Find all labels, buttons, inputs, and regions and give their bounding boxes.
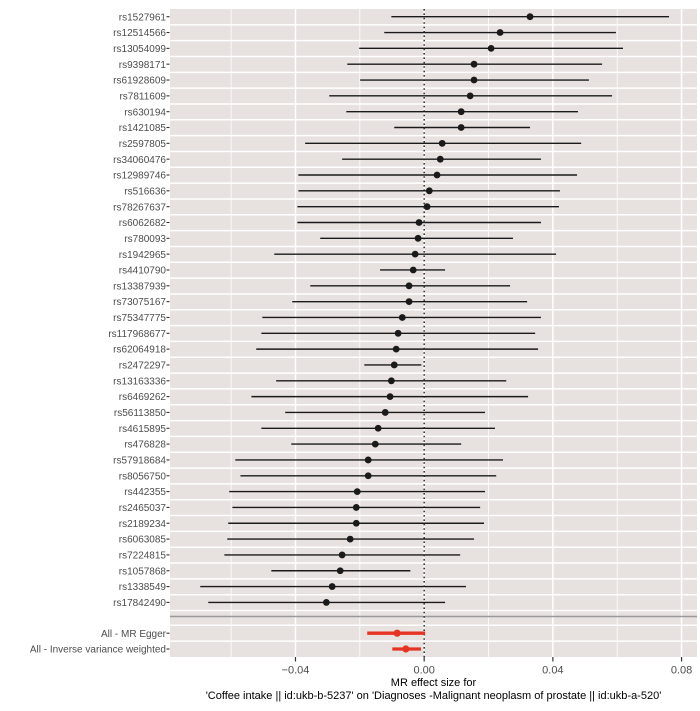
snp-label: rs75347775 (113, 313, 166, 324)
snp-label: rs2597805 (119, 139, 167, 150)
snp-label: rs1338549 (119, 582, 167, 593)
snp-label: rs1527961 (119, 12, 167, 23)
snp-label: rs117968677 (108, 329, 166, 340)
summary-point-estimate-dot (402, 645, 410, 653)
x-axis-title-line2: 'Coffee intake || id:ukb-b-5237' on 'Dia… (205, 690, 662, 702)
point-estimate-dot (346, 535, 354, 543)
point-estimate-dot (352, 504, 360, 511)
point-estimate-dot (364, 456, 372, 464)
point-estimate-dot (457, 124, 465, 131)
point-estimate-dot (433, 171, 441, 179)
point-estimate-dot (392, 345, 400, 353)
point-estimate-dot (336, 567, 344, 575)
snp-label: rs9398171 (119, 60, 167, 71)
snp-label: rs6062682 (119, 218, 167, 229)
x-axis-tick-label: 0.08 (671, 665, 692, 677)
snp-label: rs17842490 (113, 598, 166, 609)
snp-label: rs6469262 (119, 392, 167, 403)
point-estimate-dot (470, 60, 478, 68)
point-estimate-dot (414, 234, 422, 242)
point-estimate-dot (436, 155, 444, 163)
x-axis-title-line1: MR effect size for (390, 677, 477, 689)
point-estimate-dot (371, 440, 379, 448)
snp-label: rs78267637 (113, 202, 166, 213)
snp-label: rs1421085 (119, 123, 167, 134)
snp-label: rs4615895 (119, 424, 167, 435)
snp-label: rs62064918 (113, 345, 166, 356)
point-estimate-dot (496, 29, 504, 36)
snp-label: rs4410790 (119, 266, 167, 277)
point-estimate-dot (353, 488, 361, 495)
point-estimate-dot (352, 519, 360, 527)
point-estimate-dot (438, 139, 446, 147)
point-estimate-dot (390, 361, 398, 369)
snp-label: rs8056750 (119, 471, 167, 482)
snp-label: rs34060476 (113, 155, 166, 166)
snp-label: rs476828 (124, 440, 166, 451)
x-axis-tick-label: −0.04 (282, 665, 310, 677)
point-estimate-dot (405, 298, 413, 306)
summary-label: All - MR Egger (101, 629, 167, 640)
snp-label: rs780093 (124, 234, 166, 245)
point-estimate-dot (386, 393, 394, 401)
point-estimate-dot (466, 92, 474, 100)
point-estimate-dot (338, 551, 346, 559)
point-estimate-dot (387, 377, 395, 385)
snp-label: rs12514566 (113, 28, 166, 39)
snp-label: rs7811609 (119, 91, 166, 102)
summary-label: All - Inverse variance weighted (30, 645, 166, 656)
point-estimate-dot (405, 282, 413, 290)
x-axis-tick-label: 0.04 (542, 665, 563, 677)
point-estimate-dot (423, 203, 431, 211)
snp-label: rs13163336 (113, 376, 166, 387)
snp-label: rs1057868 (119, 566, 167, 577)
snp-label: rs12989746 (113, 171, 166, 182)
snp-label: rs13054099 (113, 44, 166, 55)
point-estimate-dot (394, 329, 402, 337)
snp-label: rs2465037 (119, 503, 167, 514)
point-estimate-dot (415, 219, 423, 226)
snp-label: rs2189234 (119, 519, 167, 530)
point-estimate-dot (526, 13, 534, 21)
point-estimate-dot (328, 583, 336, 590)
point-estimate-dot (487, 44, 495, 52)
point-estimate-dot (457, 108, 465, 116)
point-estimate-dot (425, 187, 433, 195)
point-estimate-dot (381, 409, 389, 416)
snp-label: rs516636 (124, 186, 166, 197)
snp-label: rs6063085 (119, 535, 167, 546)
x-axis-tick-label: 0.00 (413, 665, 434, 677)
point-estimate-dot (411, 250, 419, 258)
snp-label: rs73075167 (113, 297, 166, 308)
snp-label: rs7224815 (119, 551, 167, 562)
point-estimate-dot (470, 76, 478, 84)
snp-label: rs630194 (124, 107, 166, 118)
snp-label: rs61928609 (113, 76, 166, 87)
point-estimate-dot (409, 266, 417, 274)
point-estimate-dot (398, 314, 406, 321)
summary-point-estimate-dot (393, 629, 401, 637)
snp-label: rs1942965 (119, 250, 167, 261)
snp-label: rs56113850 (114, 408, 167, 419)
point-estimate-dot (364, 472, 372, 480)
point-estimate-dot (322, 599, 330, 606)
snp-label: rs442355 (124, 487, 166, 498)
snp-label: rs57918684 (113, 456, 166, 467)
snp-label: rs2472297 (119, 361, 167, 372)
snp-label: rs13387939 (113, 281, 166, 292)
point-estimate-dot (374, 424, 382, 432)
